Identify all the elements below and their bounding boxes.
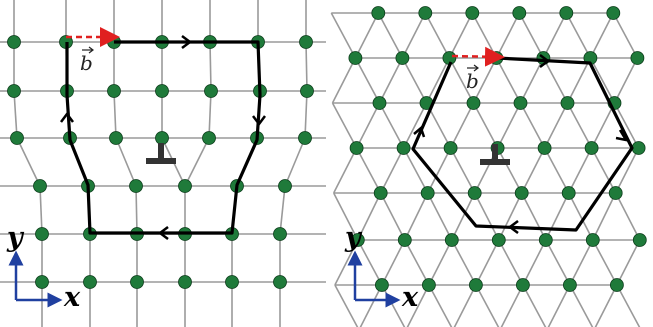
lattice-atom: [443, 141, 458, 155]
lattice-atom: [608, 186, 623, 200]
lattice-atom: [35, 227, 49, 241]
lattice-atom: [155, 131, 169, 145]
circuit-direction-arrow: [60, 111, 74, 123]
lattice-atom: [7, 84, 21, 98]
lattice-atom: [373, 186, 388, 200]
lattice-atom: [278, 179, 292, 193]
lattice-atom: [584, 141, 599, 155]
lattice-atom: [444, 233, 459, 247]
lattice-atom: [130, 275, 144, 289]
lattice-atom: [298, 131, 312, 145]
lattice-atom: [610, 278, 624, 292]
x-axis-label: x: [401, 282, 419, 313]
lattice-atom: [468, 278, 483, 292]
lattice-atom: [561, 186, 576, 200]
lattice-atom: [349, 141, 364, 155]
lattice-atom: [7, 35, 21, 49]
lattice-atom: [273, 275, 287, 289]
lattice-atom: [465, 6, 480, 20]
circuit-direction-arrow: [157, 226, 169, 240]
lattice-atom: [299, 35, 313, 49]
burgers-circuit-left: [65, 40, 262, 235]
burgers-circuit-right: [411, 56, 634, 232]
lattice-atom: [204, 84, 218, 98]
lattice-atom: [372, 96, 387, 110]
lattice-atom: [33, 179, 47, 193]
circuit-direction-arrow: [615, 129, 629, 142]
lattice-atom: [395, 51, 410, 65]
circuit-direction-arrow: [413, 125, 426, 138]
triangular-lattice-panel: b y x: [330, 6, 647, 327]
lattice-atom: [374, 278, 389, 292]
lattice-atom: [513, 96, 528, 110]
vector-accent: [473, 64, 479, 72]
lattice-atom: [516, 278, 530, 292]
lattice-atom: [537, 141, 552, 155]
edge-dislocation-symbol: [480, 144, 510, 165]
lattice-atom: [178, 179, 192, 193]
lattice-atom: [514, 186, 529, 200]
lattice-atom: [606, 6, 621, 20]
lattice-atom: [421, 278, 436, 292]
lattice-atom: [418, 6, 433, 20]
circuit-direction-arrow: [252, 115, 266, 127]
lattice-atom: [632, 233, 647, 247]
circuit-direction-arrow: [507, 220, 519, 234]
lattice-atom: [563, 278, 577, 292]
lattice-atom: [420, 186, 435, 200]
edge-dislocation-symbol: [146, 143, 176, 164]
lattice-atom: [560, 96, 575, 110]
lattice-atom: [129, 179, 143, 193]
y-axis-label: y: [6, 222, 25, 253]
burgers-vector-label: b: [80, 51, 93, 75]
burgers-vector-label: b: [466, 69, 479, 93]
lattice-atom: [397, 233, 412, 247]
lattice-atom: [512, 6, 527, 20]
lattice-atom: [10, 131, 24, 145]
lattice-atom: [630, 51, 645, 65]
lattice-atom: [225, 275, 239, 289]
lattice-atom: [107, 84, 121, 98]
lattice-atom: [559, 6, 574, 20]
coordinate-axes: [8, 250, 63, 308]
lattice-atom: [300, 84, 314, 98]
circuit-direction-arrow: [181, 35, 193, 49]
lattice-atom: [155, 84, 169, 98]
lattice-atom: [467, 186, 482, 200]
vector-accent: [88, 46, 94, 54]
lattice-atom: [273, 227, 287, 241]
square-lattice-atoms: [7, 35, 314, 289]
lattice-atom: [202, 131, 216, 145]
lattice-atom: [178, 275, 192, 289]
coordinate-axes: [347, 250, 401, 308]
lattice-atom: [631, 141, 646, 155]
lattice-atom: [350, 233, 365, 247]
lattice-atom: [466, 96, 481, 110]
lattice-atom: [538, 233, 553, 247]
burgers-vector-arrow: [451, 46, 505, 67]
square-lattice-panel: b y x: [0, 0, 326, 327]
circuit-direction-arrow: [539, 54, 551, 68]
x-axis-label: x: [63, 282, 81, 313]
lattice-atom: [35, 275, 49, 289]
lattice-atom: [348, 51, 363, 65]
lattice-atom: [109, 131, 123, 145]
lattice-atom: [491, 233, 506, 247]
lattice-atom: [371, 6, 386, 20]
lattice-atom: [396, 141, 411, 155]
y-axis-label: y: [344, 222, 363, 253]
lattice-atom: [585, 233, 600, 247]
lattice-atom: [83, 275, 97, 289]
